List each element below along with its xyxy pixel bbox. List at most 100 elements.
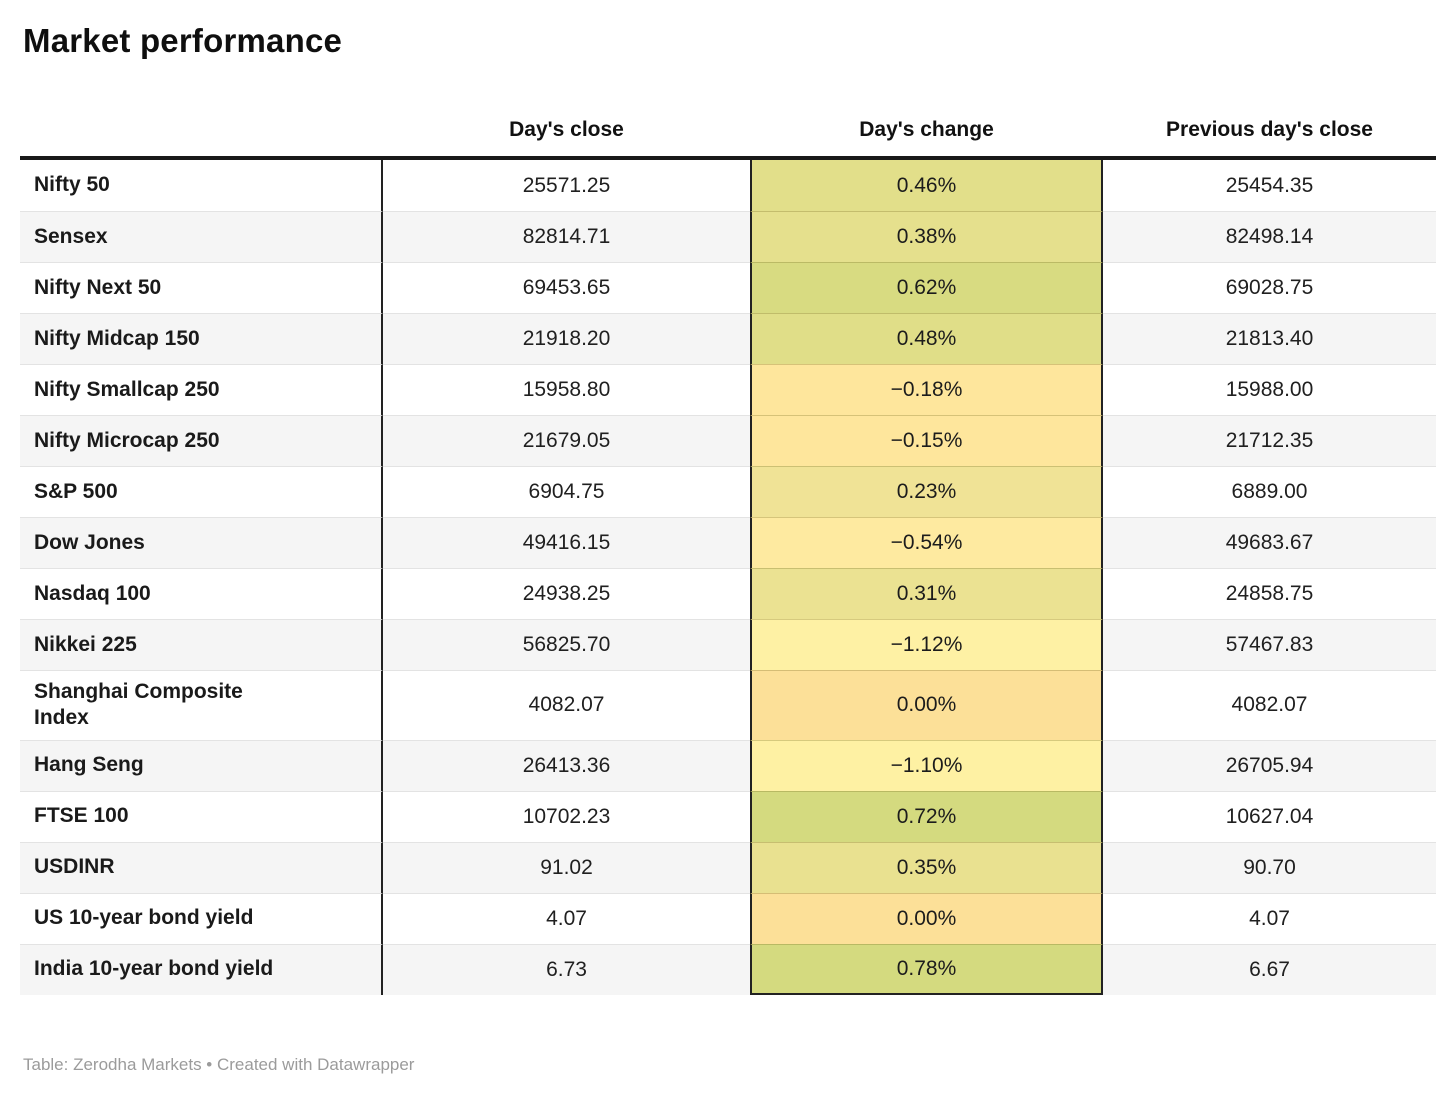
- previous-days-close-cell: 25454.35: [1103, 160, 1436, 211]
- row-label-cell: Dow Jones: [20, 517, 383, 568]
- days-close-cell: 4082.07: [383, 670, 750, 740]
- table-row: Nifty Next 50 69453.65 0.62% 69028.75: [20, 262, 1436, 313]
- days-change-cell: −0.15%: [750, 415, 1103, 466]
- row-label: Dow Jones: [34, 530, 145, 554]
- table-body: Nifty 50 25571.25 0.46% 25454.35 Sensex …: [20, 156, 1436, 995]
- previous-days-close-cell: 4.07: [1103, 892, 1436, 944]
- table-row: Shanghai Composite Index 4082.07 0.00% 4…: [20, 670, 1436, 740]
- table-row: US 10-year bond yield 4.07 0.00% 4.07: [20, 892, 1436, 944]
- row-label: India 10-year bond yield: [34, 957, 274, 981]
- page-title: Market performance: [23, 22, 343, 59]
- row-label-cell: Nikkei 225: [20, 619, 383, 670]
- table-row: FTSE 100 10702.23 0.72% 10627.04: [20, 790, 1436, 842]
- row-label: Nasdaq 100: [34, 581, 151, 605]
- row-label: Nifty Next 50: [34, 275, 162, 299]
- row-label-cell: Nifty 50: [20, 160, 383, 211]
- previous-days-close-cell: 15988.00: [1103, 364, 1436, 415]
- days-close-cell: 69453.65: [383, 262, 750, 313]
- column-header-days-change: Day's change: [859, 118, 994, 141]
- previous-days-close-cell: 26705.94: [1103, 739, 1436, 791]
- row-label: Nifty Smallcap 250: [34, 377, 220, 401]
- previous-days-close-cell: 90.70: [1103, 841, 1436, 893]
- previous-days-close-cell: 49683.67: [1103, 517, 1436, 568]
- market-table: Day's close Day's change Previous day's …: [20, 108, 1436, 995]
- days-close-cell: 24938.25: [383, 568, 750, 619]
- row-label: Nifty 50: [34, 173, 110, 197]
- previous-days-close-cell: 57467.83: [1103, 619, 1436, 670]
- days-close-cell: 15958.80: [383, 364, 750, 415]
- table-row: Nikkei 225 56825.70 −1.12% 57467.83: [20, 619, 1436, 670]
- days-change-cell: 0.00%: [750, 670, 1103, 740]
- row-label: Nikkei 225: [34, 632, 137, 656]
- days-close-cell: 56825.70: [383, 619, 750, 670]
- days-close-cell: 82814.71: [383, 211, 750, 262]
- days-close-cell: 49416.15: [383, 517, 750, 568]
- days-change-cell: 0.31%: [750, 568, 1103, 619]
- previous-days-close-cell: 10627.04: [1103, 790, 1436, 842]
- table-row: Sensex 82814.71 0.38% 82498.14: [20, 211, 1436, 262]
- row-label: Sensex: [34, 224, 108, 248]
- previous-days-close-cell: 4082.07: [1103, 670, 1436, 740]
- days-close-cell: 21679.05: [383, 415, 750, 466]
- days-change-cell: 0.72%: [750, 790, 1103, 842]
- table-row: Dow Jones 49416.15 −0.54% 49683.67: [20, 517, 1436, 568]
- previous-days-close-cell: 6889.00: [1103, 466, 1436, 517]
- days-close-cell: 10702.23: [383, 790, 750, 842]
- row-label: S&P 500: [34, 479, 118, 503]
- table-row: Nifty Microcap 250 21679.05 −0.15% 21712…: [20, 415, 1436, 466]
- table-row: S&P 500 6904.75 0.23% 6889.00: [20, 466, 1436, 517]
- days-change-cell: 0.00%: [750, 892, 1103, 944]
- row-label: Hang Seng: [34, 753, 144, 777]
- row-label-cell: US 10-year bond yield: [20, 892, 383, 944]
- days-close-cell: 4.07: [383, 892, 750, 944]
- table-row: Nifty Midcap 150 21918.20 0.48% 21813.40: [20, 313, 1436, 364]
- days-close-cell: 6904.75: [383, 466, 750, 517]
- days-close-cell: 21918.20: [383, 313, 750, 364]
- table-row: India 10-year bond yield 6.73 0.78% 6.67: [20, 943, 1436, 995]
- row-label-cell: S&P 500: [20, 466, 383, 517]
- table-header-row: Day's close Day's change Previous day's …: [20, 108, 1436, 156]
- days-change-cell: 0.62%: [750, 262, 1103, 313]
- days-change-cell: −0.18%: [750, 364, 1103, 415]
- table-row: USDINR 91.02 0.35% 90.70: [20, 841, 1436, 893]
- row-label: USDINR: [34, 855, 115, 879]
- row-label-cell: Nifty Smallcap 250: [20, 364, 383, 415]
- days-change-cell: 0.35%: [750, 841, 1103, 893]
- row-label-cell: Nasdaq 100: [20, 568, 383, 619]
- previous-days-close-cell: 21813.40: [1103, 313, 1436, 364]
- previous-days-close-cell: 82498.14: [1103, 211, 1436, 262]
- row-label-cell: Nifty Midcap 150: [20, 313, 383, 364]
- table-row: Nasdaq 100 24938.25 0.31% 24858.75: [20, 568, 1436, 619]
- previous-days-close-cell: 21712.35: [1103, 415, 1436, 466]
- footer-credit: Table: Zerodha Markets • Created with Da…: [23, 1055, 415, 1074]
- table-row: Hang Seng 26413.36 −1.10% 26705.94: [20, 739, 1436, 791]
- column-header-days-close: Day's close: [509, 118, 624, 141]
- days-change-cell: 0.23%: [750, 466, 1103, 517]
- previous-days-close-cell: 69028.75: [1103, 262, 1436, 313]
- days-change-cell: −1.12%: [750, 619, 1103, 670]
- previous-days-close-cell: 24858.75: [1103, 568, 1436, 619]
- days-change-cell: 0.48%: [750, 313, 1103, 364]
- days-change-cell: 0.46%: [750, 160, 1103, 211]
- row-label: FTSE 100: [34, 804, 129, 828]
- row-label-cell: Nifty Microcap 250: [20, 415, 383, 466]
- row-label-cell: Hang Seng: [20, 739, 383, 791]
- row-label: US 10-year bond yield: [34, 906, 254, 930]
- days-change-cell: 0.38%: [750, 211, 1103, 262]
- days-close-cell: 6.73: [383, 943, 750, 995]
- days-close-cell: 25571.25: [383, 160, 750, 211]
- row-label: Shanghai Composite Index: [34, 680, 243, 730]
- days-change-cell: −1.10%: [750, 739, 1103, 791]
- days-change-cell: 0.78%: [750, 943, 1103, 995]
- days-close-cell: 26413.36: [383, 739, 750, 791]
- row-label: Nifty Midcap 150: [34, 326, 200, 350]
- column-header-previous-days-close: Previous day's close: [1166, 118, 1373, 141]
- row-label-cell: USDINR: [20, 841, 383, 893]
- table-row: Nifty 50 25571.25 0.46% 25454.35: [20, 160, 1436, 211]
- row-label: Nifty Microcap 250: [34, 428, 220, 452]
- column-header-blank: [20, 108, 383, 156]
- row-label-cell: Nifty Next 50: [20, 262, 383, 313]
- days-close-cell: 91.02: [383, 841, 750, 893]
- previous-days-close-cell: 6.67: [1103, 943, 1436, 995]
